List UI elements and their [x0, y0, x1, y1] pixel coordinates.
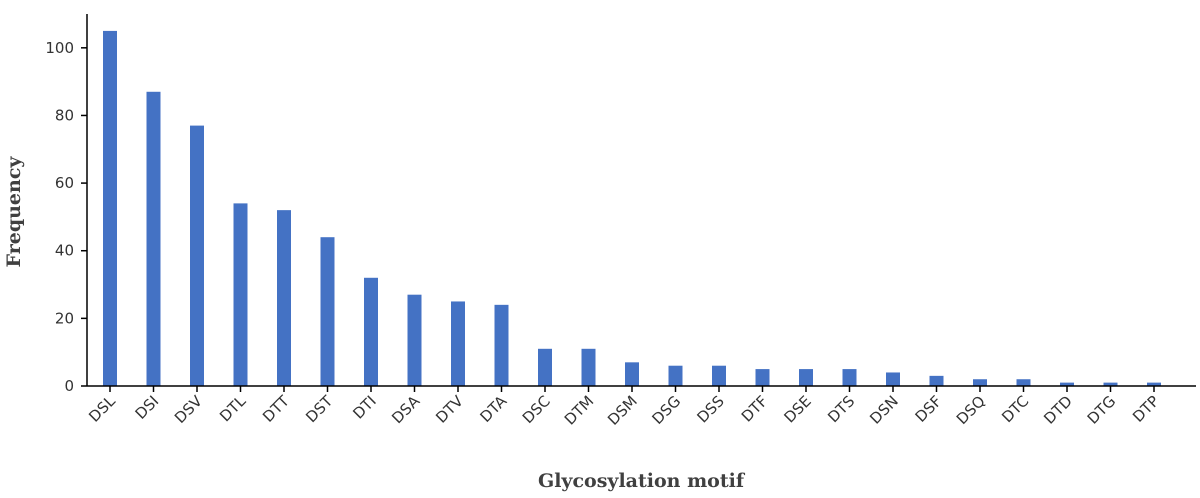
x-tick-label-dsm: DSM	[604, 392, 641, 429]
x-tick-label-dtv: DTV	[432, 392, 467, 427]
bar-dtg	[1103, 382, 1118, 386]
x-axis-title: Glycosylation motif	[538, 470, 746, 492]
x-tick-label-dsa: DSA	[388, 392, 424, 428]
bar-dts	[842, 369, 857, 386]
x-tick-label-dtd: DTD	[1040, 392, 1076, 428]
x-tick-label-dsq: DSQ	[953, 392, 989, 428]
x-tick-label-dts: DTS	[824, 392, 858, 426]
bar-dsl	[103, 30, 117, 387]
bar-dsg	[668, 365, 683, 386]
bar-dsv	[190, 125, 204, 386]
x-tick-label-dsl: DSL	[85, 392, 119, 426]
bar-dtl	[233, 203, 248, 386]
bar-dsm	[625, 362, 639, 386]
x-tick-label-dtg: DTG	[1084, 392, 1120, 428]
bar-dss	[712, 365, 726, 386]
x-tick-label-dtt: DTT	[259, 392, 293, 426]
bar-dsa	[407, 294, 422, 386]
bar-dsi	[146, 91, 161, 387]
y-tick-label: 0	[64, 377, 74, 395]
x-tick-label-dss: DSS	[693, 392, 727, 426]
bar-dtm	[581, 348, 596, 386]
x-axis-ticks: DSL DSI DSV DTL DTT DST DTI DSA DTV DTA DSC DTM DSM D…	[85, 386, 1163, 429]
bar-dsf	[929, 375, 944, 386]
x-tick-label-dtc: DTC	[998, 392, 1032, 426]
bar-dsc	[538, 348, 552, 386]
y-tick-label: 20	[55, 309, 74, 327]
bar-dtv	[451, 301, 465, 386]
bar-dsn	[886, 372, 900, 386]
x-tick-label-dsf: DSF	[912, 392, 946, 426]
x-tick-label-dtm: DTM	[561, 392, 598, 429]
x-tick-label-dsg: DSG	[648, 392, 684, 428]
x-tick-label-dsn: DSN	[866, 392, 902, 428]
bar-dsq	[973, 379, 987, 386]
bar-dse	[799, 369, 813, 386]
y-tick-label: 100	[45, 39, 74, 57]
bar-dtc	[1016, 379, 1031, 386]
bar-dti	[364, 277, 378, 386]
x-tick-label-dta: DTA	[477, 392, 511, 426]
x-tick-label-dsc: DSC	[519, 392, 554, 427]
x-tick-label-dti: DTI	[349, 392, 380, 423]
bar-dtd	[1060, 382, 1074, 386]
bar-dta	[494, 304, 509, 386]
x-tick-label-dsi: DSI	[132, 392, 163, 423]
x-tick-label-dsv: DSV	[171, 392, 206, 427]
x-tick-label-dst: DST	[302, 392, 337, 427]
bar-dtp	[1147, 382, 1161, 386]
x-tick-label-dse: DSE	[780, 392, 814, 426]
y-tick-label: 80	[55, 106, 74, 124]
y-axis-ticks: 0 20 40 60 80 100	[45, 39, 87, 395]
y-tick-label: 60	[55, 174, 74, 192]
y-tick-label: 40	[55, 242, 74, 260]
bar-dtt	[277, 210, 291, 386]
bar-dtf	[755, 369, 770, 386]
bars-group	[103, 30, 1161, 387]
x-tick-label-dtf: DTF	[738, 392, 771, 425]
x-tick-label-dtl: DTL	[216, 392, 250, 426]
bar-dst	[320, 237, 335, 386]
x-tick-label-dtp: DTP	[1129, 392, 1163, 426]
y-axis-title: Frequency	[3, 156, 25, 268]
